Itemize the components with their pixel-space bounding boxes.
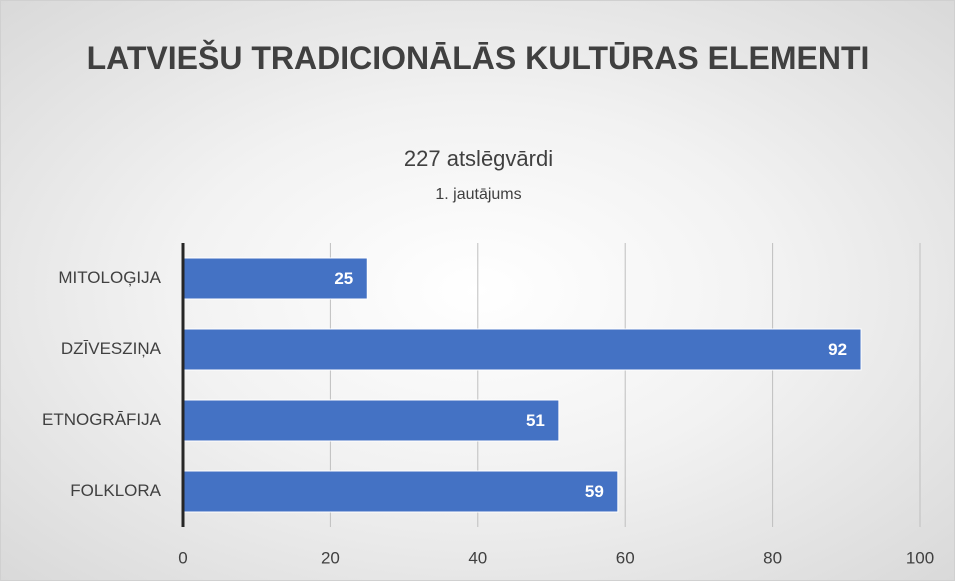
- x-tick-label: 60: [616, 548, 635, 567]
- bar: [182, 399, 560, 442]
- data-label: 51: [526, 411, 545, 430]
- data-label: 92: [828, 340, 847, 359]
- chart-subtitle: 227 atslēgvārdi: [403, 146, 554, 171]
- y-tick-label: ETNOGRĀFIJA: [42, 410, 162, 429]
- x-tick-label: 20: [321, 548, 340, 567]
- x-tick-label: 40: [468, 548, 487, 567]
- bar: [182, 257, 368, 300]
- chart-subtitle: 1. jautājums: [435, 186, 522, 203]
- x-tick-label: 100: [906, 548, 934, 567]
- y-tick-label: DZĪVESZIŅA: [61, 339, 162, 358]
- chart-title: LATVIEŠU TRADICIONĀLĀS KULTŪRAS ELEMENTI: [86, 40, 870, 76]
- data-label: 25: [334, 269, 353, 288]
- data-label: 59: [585, 482, 604, 501]
- y-tick-label: FOLKLORA: [70, 481, 161, 500]
- x-tick-label: 0: [178, 548, 187, 567]
- y-tick-label: MITOLOĢIJA: [58, 268, 161, 287]
- bar: [182, 328, 862, 371]
- x-tick-label: 80: [763, 548, 782, 567]
- bar: [182, 470, 619, 513]
